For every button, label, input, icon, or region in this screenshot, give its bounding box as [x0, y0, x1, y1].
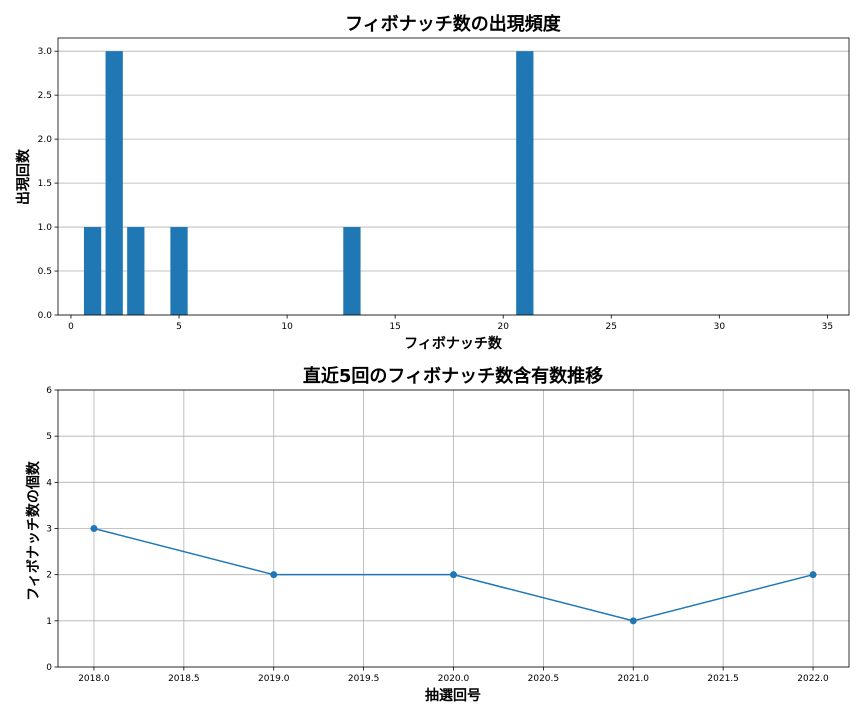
- chart2-gridlines: [58, 389, 849, 668]
- chart2-x-tick-label: 2021.5: [707, 674, 739, 684]
- chart2-y-tick-label: 3: [46, 525, 52, 535]
- chart2-x-tick-label: 2022.0: [797, 674, 829, 684]
- chart2-data-point: [629, 617, 637, 625]
- chart1-bar: [83, 227, 102, 315]
- fibonacci-frequency-chart: フィボナッチ数の出現頻度 0 5 10 15 20 25 30 35 0.0 0.5 1.0 1.5…: [15, 13, 850, 352]
- chart2-x-tick-label: 2020.5: [528, 674, 560, 684]
- chart2-y-label: フィボナッチ数の個数: [25, 460, 42, 601]
- chart2-x-label: 抽選回号: [425, 687, 481, 704]
- chart2-y-tick-label: 2: [46, 571, 52, 581]
- chart1-y-tick-label: 0.5: [38, 267, 52, 277]
- chart1-x-label: フィボナッチ数: [404, 335, 503, 352]
- chart2-y-tick-label: 1: [46, 617, 52, 627]
- chart1-x-tick-label: 0: [68, 322, 74, 332]
- chart2-data-point: [450, 571, 457, 579]
- chart1-y-ticks: 0.0 0.5 1.0 1.5 2.0 2.5 3.0: [38, 47, 58, 321]
- chart1-plot-frame: [57, 37, 850, 316]
- chart1-y-label: 出現回数: [15, 148, 32, 205]
- chart1-y-tick-label: 2.0: [38, 135, 53, 145]
- chart2-x-tick-label: 2019.5: [348, 674, 380, 684]
- chart1-x-tick-label: 20: [497, 322, 509, 332]
- chart1-y-tick-label: 3.0: [38, 47, 53, 57]
- chart2-y-tick-label: 5: [46, 432, 52, 442]
- chart1-x-tick-label: 10: [281, 322, 293, 332]
- fibonacci-trend-chart: 直近5回のフィボナッチ数含有数推移 2018.0 2018.5 2019.0 2019…: [25, 365, 850, 704]
- chart2-series: [90, 525, 817, 625]
- chart1-x-tick-label: 25: [606, 322, 617, 332]
- chart1-x-tick-label: 30: [714, 322, 726, 332]
- chart1-x-tick-label: 35: [822, 322, 833, 332]
- chart1-y-tick-label: 1.5: [38, 179, 52, 189]
- chart1-bar: [343, 227, 361, 315]
- chart1-bar: [516, 51, 534, 315]
- chart2-x-tick-label: 2018.0: [78, 674, 110, 684]
- chart2-y-tick-label: 6: [46, 386, 52, 396]
- chart1-title: フィボナッチ数の出現頻度: [345, 13, 562, 35]
- chart1-y-tick-label: 1.0: [38, 223, 53, 233]
- chart2-x-tick-label: 2021.0: [618, 674, 650, 684]
- chart1-bar: [170, 227, 188, 315]
- chart2-data-point: [809, 571, 817, 579]
- chart1-x-tick-label: 15: [389, 322, 400, 332]
- chart2-x-tick-label: 2019.0: [258, 674, 290, 684]
- chart1-y-tick-label: 2.5: [38, 91, 52, 101]
- chart2-data-point: [270, 571, 278, 579]
- chart1-y-tick-label: 0.0: [38, 311, 53, 321]
- chart2-y-ticks: 0 1 2 3 4 5 6: [46, 386, 58, 673]
- chart2-data-point: [90, 525, 98, 532]
- chart1-bar: [105, 51, 123, 315]
- chart1-gridlines: [58, 50, 849, 316]
- chart1-bars: [83, 51, 534, 315]
- chart2-title: 直近5回のフィボナッチ数含有数推移: [303, 365, 603, 387]
- chart1-x-ticks: 0 5 10 15 20 25 30 35: [68, 315, 833, 332]
- chart2-x-tick-label: 2018.5: [168, 674, 200, 684]
- chart2-x-ticks: 2018.0 2018.5 2019.0 2019.5 2020.0 2020.5 2021…: [78, 667, 829, 684]
- chart2-y-tick-label: 0: [46, 663, 52, 673]
- chart2-y-tick-label: 4: [46, 478, 52, 488]
- chart2-x-tick-label: 2020.0: [438, 674, 470, 684]
- chart1-bar: [127, 227, 145, 315]
- chart1-x-tick-label: 5: [176, 322, 182, 332]
